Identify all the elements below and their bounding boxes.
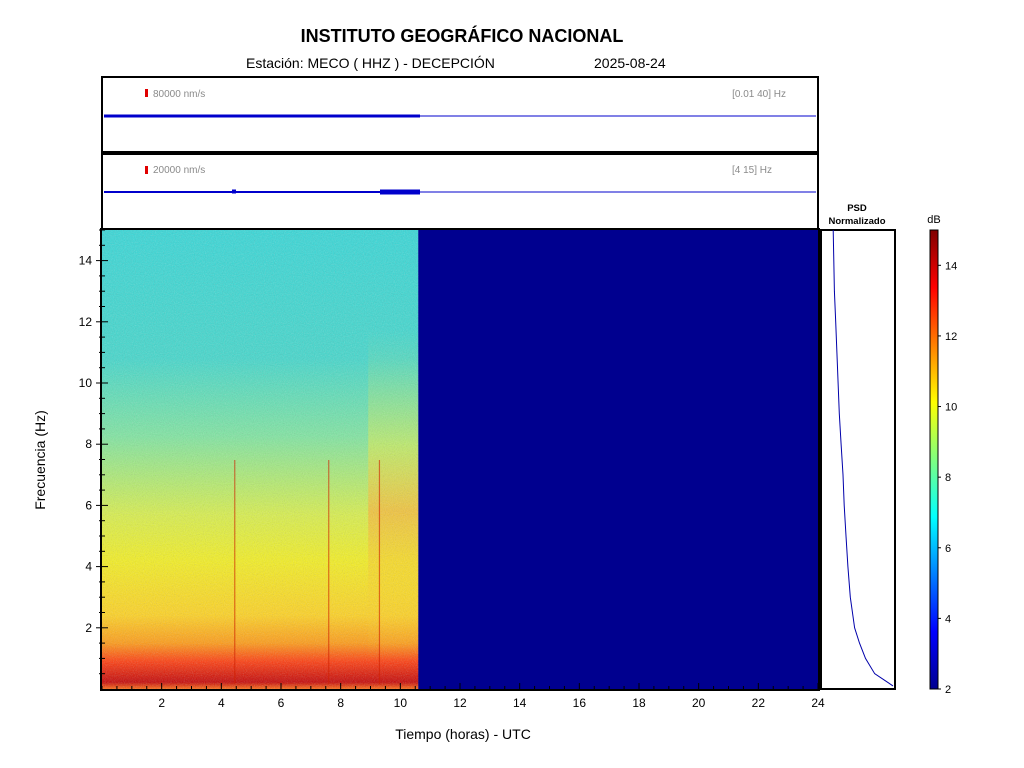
trace-panel-broadband: 80000 nm/s [0.01 40] Hz [101, 76, 819, 153]
trace-panel-filtered: 20000 nm/s [4 15] Hz [101, 153, 819, 230]
x-axis: 2 4 6 8 10 12 14 16 18 20 22 24 [101, 683, 825, 710]
psd-title: PSD [847, 203, 867, 214]
x-tick-label: 10 [394, 696, 408, 710]
psd-panel: PSD Normalizado [820, 203, 896, 690]
x-tick-label: 4 [218, 696, 225, 710]
page-title: INSTITUTO GEOGRÁFICO NACIONAL [300, 26, 624, 46]
x-tick-label: 12 [453, 696, 467, 710]
trace-signal [104, 191, 380, 193]
colorbar-scale [929, 229, 939, 690]
colorbar-tick-label: 10 [945, 402, 957, 414]
psd-frame [820, 229, 896, 690]
trace-band-label: [4 15] Hz [732, 165, 772, 176]
y-tick-label: 2 [85, 621, 92, 635]
x-tick-label: 24 [811, 696, 825, 710]
psd-curve [832, 229, 894, 687]
y-tick-label: 10 [79, 376, 93, 390]
colorbar-tick-label: 6 [945, 543, 951, 555]
trace-signal [104, 114, 420, 118]
y-tick-label: 12 [79, 315, 93, 329]
trace-signal-burst [380, 189, 420, 195]
colorbar-tick-label: 2 [945, 684, 951, 696]
x-tick-label: 20 [692, 696, 706, 710]
y-tick-label: 6 [85, 498, 92, 512]
y-tick-label: 8 [85, 437, 92, 451]
station-label: Estación: MECO ( HHZ ) - DECEPCIÓN [246, 55, 495, 71]
trace-scale-label: 20000 nm/s [153, 165, 205, 176]
colorbar-ticks: 2 4 6 8 10 12 14 [938, 260, 957, 696]
trace-band-label: [0.01 40] Hz [732, 89, 786, 100]
x-tick-label: 16 [573, 696, 587, 710]
y-axis-title: Frecuencia (Hz) [32, 410, 48, 510]
colorbar-tick-label: 12 [945, 331, 957, 343]
x-tick-label: 18 [632, 696, 646, 710]
x-axis-title: Tiempo (horas) - UTC [395, 726, 531, 742]
x-tick-label: 8 [337, 696, 344, 710]
scale-bar-icon [145, 89, 148, 97]
psd-subtitle: Normalizado [828, 216, 885, 227]
x-tick-label: 22 [752, 696, 766, 710]
colorbar-tick-label: 8 [945, 472, 951, 484]
spectrogram-noise [102, 230, 419, 689]
y-tick-label: 4 [85, 560, 92, 574]
y-tick-label: 14 [79, 254, 93, 268]
trace-scale-label: 80000 nm/s [153, 89, 205, 100]
scale-bar-icon [145, 166, 148, 174]
colorbar-tick-label: 14 [945, 260, 957, 272]
trace-signal-spike [232, 189, 236, 194]
spectrogram-event-streaks [234, 460, 381, 684]
colorbar-tick-label: 4 [945, 613, 951, 625]
x-tick-label: 6 [278, 696, 285, 710]
y-axis: 2 4 6 8 10 12 14 [79, 229, 108, 675]
x-tick-label: 2 [158, 696, 165, 710]
x-tick-label: 14 [513, 696, 527, 710]
colorbar: dB 2 4 6 8 10 12 14 [927, 214, 957, 696]
date-label: 2025-08-24 [594, 55, 666, 71]
colorbar-label: dB [927, 214, 940, 226]
